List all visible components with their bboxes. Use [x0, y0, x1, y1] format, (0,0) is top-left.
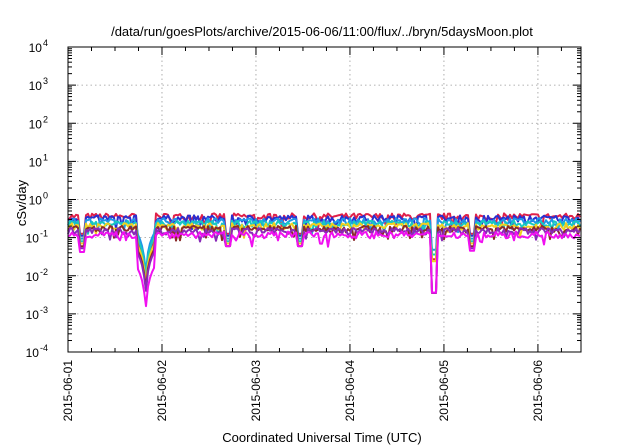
x-tick-label: 2015-06-02 — [155, 360, 169, 422]
chart-title: /data/run/goesPlots/archive/2015-06-06/1… — [111, 24, 533, 39]
series-line — [67, 230, 581, 308]
y-tick-exponent: -2 — [40, 267, 48, 277]
y-tick-exponent: 1 — [43, 152, 48, 162]
x-tick-label: 2015-06-04 — [343, 360, 357, 422]
x-tick-label: 2015-06-05 — [437, 360, 451, 422]
x-tick-label: 2015-06-06 — [531, 360, 545, 422]
y-axis-title: cSv/day — [14, 179, 29, 226]
y-tick-exponent: 2 — [43, 114, 48, 124]
series-lines — [67, 212, 581, 308]
x-tick-labels: 2015-06-01 2015-06-02 2015-06-03 2015-06-04… — [61, 360, 545, 422]
y-tick-exponent: 3 — [43, 76, 48, 86]
y-tick-exponent: 0 — [43, 191, 48, 201]
y-tick-exponent: -4 — [40, 343, 48, 353]
x-axis-title: Coordinated Universal Time (UTC) — [222, 430, 421, 445]
y-tick-exponent: -3 — [40, 305, 48, 315]
series-line — [67, 219, 581, 278]
axis-ticks — [67, 46, 581, 353]
y-tick-exponent: 4 — [43, 38, 48, 48]
x-tick-label: 2015-06-03 — [249, 360, 263, 422]
y-tick-exponent: -1 — [40, 229, 48, 239]
x-tick-label: 2015-06-01 — [61, 360, 75, 422]
